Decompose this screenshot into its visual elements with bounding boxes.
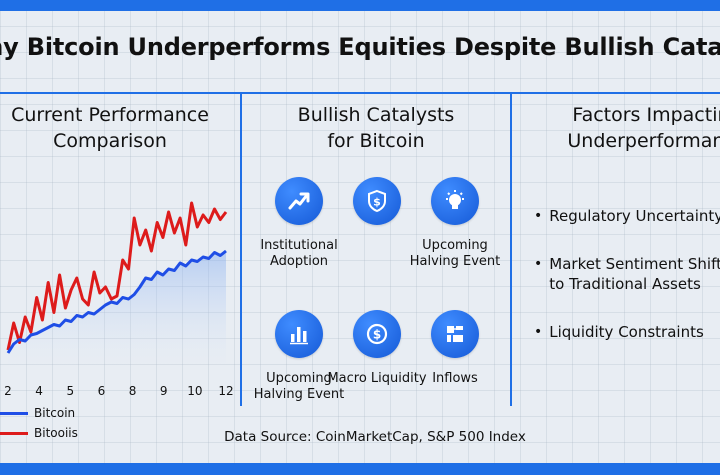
factor-label: Market Sentiment Shift — [549, 255, 720, 273]
top-accent-bar — [0, 0, 720, 11]
network-icon — [431, 310, 479, 358]
x-tick-label: 12 — [218, 384, 233, 398]
series-area-bitcoin — [8, 251, 226, 365]
x-tick-label: 4 — [35, 384, 43, 398]
catalyst-upcoming-halving-1: Upcoming Halving Event — [400, 177, 510, 270]
factor-item-regulatory: • Regulatory Uncertainty — [534, 206, 720, 226]
svg-text:$: $ — [373, 196, 381, 209]
bar-chart-icon — [275, 310, 323, 358]
factor-text: Market Sentiment Shift to Traditional As… — [549, 254, 720, 294]
trend-up-icon — [275, 177, 323, 225]
title-divider — [0, 92, 720, 94]
factor-item-sentiment: • Market Sentiment Shift to Traditional … — [534, 254, 720, 294]
performance-header-line2: Comparison — [53, 130, 167, 152]
catalyst-upcoming-halving-2: Upcoming Halving Event — [244, 310, 354, 403]
series-line-bitcoin — [6, 249, 227, 354]
catalyst-label: Upcoming Halving Event — [409, 238, 501, 269]
performance-line-chart: 2 4 5 6 8 9 10 12 — [4, 201, 234, 398]
factors-header-line1: Factors Impacting — [572, 104, 720, 126]
catalyst-macro-liquidity: $ Macro Liquidity — [322, 310, 432, 387]
x-tick-label: 9 — [160, 384, 168, 398]
data-source-note: Data Source: CoinMarketCap, S&P 500 Inde… — [224, 429, 526, 445]
column-divider-left — [240, 94, 242, 406]
column-divider-right — [510, 94, 512, 406]
x-tick-label: 5 — [66, 384, 74, 398]
x-tick-label: 2 — [4, 384, 12, 398]
factor-item-liquidity: • Liquidity Constraints — [534, 322, 704, 342]
catalyst-label: Institutional Adoption — [260, 238, 338, 269]
catalysts-header-line1: Bullish Catalysts — [297, 104, 455, 126]
legend-label-bitooiis: Bitooiis — [34, 426, 78, 440]
factor-label: Regulatory Uncertainty — [549, 207, 720, 225]
factors-panel-header: Factors Impacting Underperformance — [512, 102, 720, 154]
legend-item-bitooiis: Bitooiis — [0, 426, 78, 440]
bulb-icon — [431, 177, 479, 225]
catalyst-institutional-adoption: Institutional Adoption — [244, 177, 354, 270]
x-tick-label: 8 — [129, 384, 137, 398]
bullet-icon: • — [534, 256, 543, 272]
page-title: Why Bitcoin Underperforms Equities Despi… — [0, 33, 720, 61]
x-tick-label: 10 — [187, 384, 202, 398]
catalyst-label: Upcoming Halving Event — [253, 371, 345, 402]
chart-legend: Bitcoin Bitooiis — [0, 404, 120, 448]
catalysts-header-line2: for Bitcoin — [327, 130, 425, 152]
factor-label: Liquidity Constraints — [549, 323, 704, 341]
catalyst-inflows: Inflows — [400, 310, 510, 387]
performance-panel-header: Current Performance Comparison — [0, 102, 240, 154]
dollar-shield-icon: $ — [353, 177, 401, 225]
bottom-accent-bar — [0, 463, 720, 475]
factors-header-line2: Underperformance — [567, 130, 720, 152]
performance-header-line1: Current Performance — [11, 104, 209, 126]
legend-swatch-blue — [0, 411, 28, 415]
bullet-icon: • — [534, 324, 543, 340]
factor-label-continued: to Traditional Assets — [549, 275, 701, 293]
legend-swatch-red — [0, 431, 28, 435]
catalyst-dollar-shield: $ — [322, 177, 432, 238]
catalyst-label: Inflows — [432, 371, 478, 386]
catalyst-label: Macro Liquidity — [327, 371, 427, 386]
svg-text:$: $ — [373, 328, 381, 342]
x-tick-label: 6 — [98, 384, 106, 398]
dollar-coin-icon: $ — [353, 310, 401, 358]
legend-item-bitcoin: Bitcoin — [0, 406, 75, 420]
legend-label-bitcoin: Bitcoin — [34, 406, 76, 420]
series-line-bitooiis — [6, 201, 228, 351]
bullet-icon: • — [534, 208, 543, 224]
catalysts-panel-header: Bullish Catalysts for Bitcoin — [242, 102, 510, 154]
